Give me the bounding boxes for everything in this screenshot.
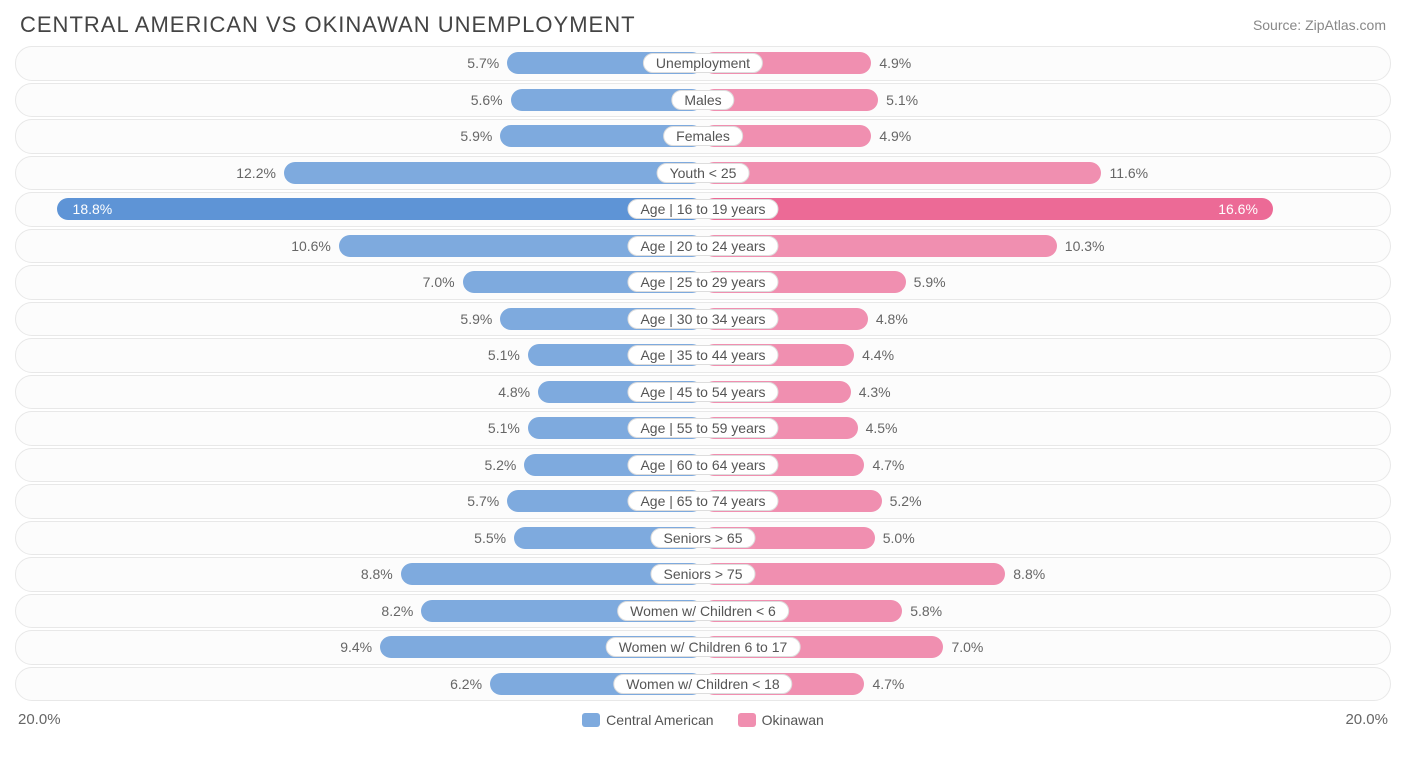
category-label: Age | 65 to 74 years <box>627 491 778 511</box>
legend-label-left: Central American <box>606 712 713 728</box>
category-label: Women w/ Children 6 to 17 <box>606 637 801 657</box>
value-right: 5.8% <box>910 595 942 628</box>
value-right: 8.8% <box>1013 558 1045 591</box>
chart-row: 5.9% 4.9% Females <box>15 119 1391 154</box>
chart-row: 18.8% 16.6% Age | 16 to 19 years <box>15 192 1391 227</box>
chart-row: 8.2% 5.8% Women w/ Children < 6 <box>15 594 1391 629</box>
bar-left <box>57 198 703 220</box>
value-left: 8.8% <box>361 558 393 591</box>
bar-left <box>284 162 703 184</box>
category-label: Seniors > 65 <box>651 528 756 548</box>
value-right: 10.3% <box>1065 230 1105 263</box>
category-label: Females <box>663 126 743 146</box>
value-right: 4.7% <box>872 449 904 482</box>
category-label: Women w/ Children < 6 <box>617 601 789 621</box>
chart-row: 5.7% 4.9% Unemployment <box>15 46 1391 81</box>
value-right: 4.3% <box>859 376 891 409</box>
value-left: 5.7% <box>467 47 499 80</box>
value-left: 5.9% <box>460 120 492 153</box>
value-left: 8.2% <box>381 595 413 628</box>
value-right: 11.6% <box>1109 157 1148 190</box>
chart-row: 5.9% 4.8% Age | 30 to 34 years <box>15 302 1391 337</box>
value-right: 5.2% <box>890 485 922 518</box>
value-left: 9.4% <box>340 631 372 664</box>
value-left: 5.1% <box>488 339 520 372</box>
value-left: 12.2% <box>236 157 276 190</box>
chart-area: 5.7% 4.9% Unemployment 5.6% 5.1% Males 5.9% 4.9… <box>0 46 1406 701</box>
value-right: 7.0% <box>951 631 983 664</box>
chart-row: 5.7% 5.2% Age | 65 to 74 years <box>15 484 1391 519</box>
value-left: 5.6% <box>471 84 503 117</box>
axis-max-left: 20.0% <box>18 711 61 728</box>
value-left: 18.8% <box>73 193 113 226</box>
chart-row: 5.2% 4.7% Age | 60 to 64 years <box>15 448 1391 483</box>
category-label: Age | 60 to 64 years <box>627 455 778 475</box>
chart-row: 4.8% 4.3% Age | 45 to 54 years <box>15 375 1391 410</box>
value-left: 5.9% <box>460 303 492 336</box>
category-label: Age | 45 to 54 years <box>627 382 778 402</box>
chart-legend: Central American Okinawan <box>582 712 824 728</box>
category-label: Age | 55 to 59 years <box>627 418 778 438</box>
value-left: 6.2% <box>450 668 482 701</box>
value-left: 10.6% <box>291 230 331 263</box>
chart-row: 5.1% 4.5% Age | 55 to 59 years <box>15 411 1391 446</box>
bar-right <box>703 198 1273 220</box>
chart-row: 12.2% 11.6% Youth < 25 <box>15 156 1391 191</box>
legend-item-right: Okinawan <box>738 712 824 728</box>
category-label: Age | 30 to 34 years <box>627 309 778 329</box>
category-label: Males <box>671 90 734 110</box>
chart-row: 8.8% 8.8% Seniors > 75 <box>15 557 1391 592</box>
chart-row: 5.5% 5.0% Seniors > 65 <box>15 521 1391 556</box>
category-label: Youth < 25 <box>657 163 750 183</box>
bar-right <box>703 162 1101 184</box>
value-right: 4.7% <box>872 668 904 701</box>
category-label: Age | 20 to 24 years <box>627 236 778 256</box>
chart-footer: 20.0% Central American Okinawan 20.0% <box>0 703 1406 728</box>
chart-header: CENTRAL AMERICAN VS OKINAWAN UNEMPLOYMEN… <box>0 0 1406 46</box>
value-left: 4.8% <box>498 376 530 409</box>
chart-row: 5.6% 5.1% Males <box>15 83 1391 118</box>
value-right: 16.6% <box>1218 193 1258 226</box>
chart-source: Source: ZipAtlas.com <box>1253 17 1386 33</box>
legend-item-left: Central American <box>582 712 713 728</box>
value-right: 5.1% <box>886 84 918 117</box>
value-right: 4.8% <box>876 303 908 336</box>
value-left: 5.2% <box>484 449 516 482</box>
category-label: Seniors > 75 <box>651 564 756 584</box>
chart-row: 7.0% 5.9% Age | 25 to 29 years <box>15 265 1391 300</box>
value-left: 5.5% <box>474 522 506 555</box>
category-label: Women w/ Children < 18 <box>613 674 792 694</box>
chart-row: 9.4% 7.0% Women w/ Children 6 to 17 <box>15 630 1391 665</box>
category-label: Unemployment <box>643 53 763 73</box>
value-right: 4.9% <box>879 47 911 80</box>
value-right: 4.4% <box>862 339 894 372</box>
chart-title: CENTRAL AMERICAN VS OKINAWAN UNEMPLOYMEN… <box>20 12 636 38</box>
value-right: 5.9% <box>914 266 946 299</box>
value-right: 4.5% <box>866 412 898 445</box>
category-label: Age | 25 to 29 years <box>627 272 778 292</box>
legend-label-right: Okinawan <box>762 712 824 728</box>
legend-swatch-left <box>582 713 600 727</box>
value-right: 5.0% <box>883 522 915 555</box>
value-left: 5.7% <box>467 485 499 518</box>
chart-row: 10.6% 10.3% Age | 20 to 24 years <box>15 229 1391 264</box>
legend-swatch-right <box>738 713 756 727</box>
chart-row: 5.1% 4.4% Age | 35 to 44 years <box>15 338 1391 373</box>
value-right: 4.9% <box>879 120 911 153</box>
category-label: Age | 16 to 19 years <box>627 199 778 219</box>
axis-max-right: 20.0% <box>1345 711 1388 728</box>
chart-row: 6.2% 4.7% Women w/ Children < 18 <box>15 667 1391 702</box>
value-left: 5.1% <box>488 412 520 445</box>
value-left: 7.0% <box>423 266 455 299</box>
category-label: Age | 35 to 44 years <box>627 345 778 365</box>
